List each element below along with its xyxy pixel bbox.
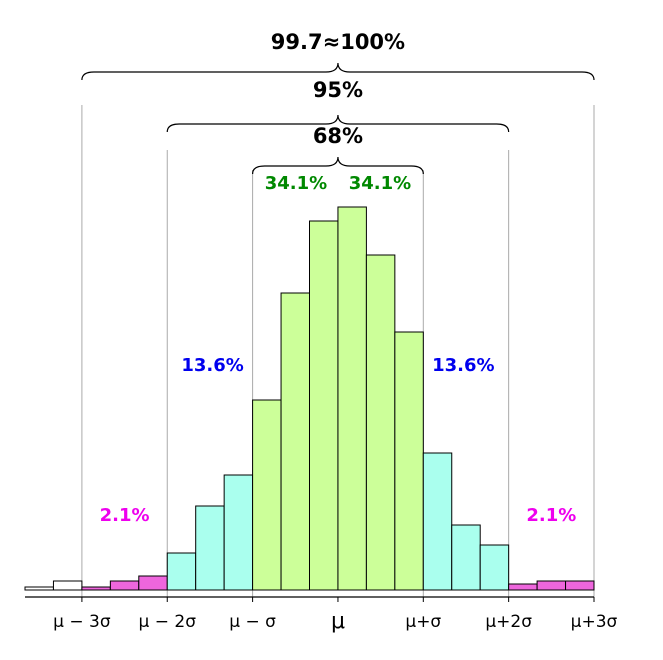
- bar: [451, 524, 481, 591]
- region-label: 13.6%: [432, 355, 494, 376]
- x-tick-label: μ − σ: [229, 612, 276, 632]
- bar: [422, 452, 453, 591]
- brace-label: 95%: [313, 78, 363, 102]
- bar: [109, 580, 140, 591]
- bar: [166, 552, 197, 591]
- bar: [309, 220, 339, 591]
- bar: [24, 586, 54, 591]
- bar: [337, 206, 367, 591]
- bar: [536, 580, 567, 591]
- x-tick-label: μ − 2σ: [139, 612, 197, 632]
- x-tick-label: μ: [331, 609, 345, 634]
- bar: [223, 474, 254, 591]
- bar: [280, 292, 310, 591]
- brace-label: 99.7≈100%: [271, 30, 405, 54]
- x-tick-label: μ+2σ: [485, 612, 532, 632]
- x-tick-label: μ+σ: [405, 612, 441, 632]
- bar: [52, 580, 83, 591]
- brace: [252, 156, 424, 175]
- bar: [365, 254, 396, 591]
- x-tick-label: μ+3σ: [571, 612, 618, 632]
- bar: [138, 575, 168, 591]
- region-label: 2.1%: [100, 505, 150, 526]
- region-label: 2.1%: [526, 505, 576, 526]
- x-tick-label: μ − 3σ: [53, 612, 111, 632]
- bar: [479, 544, 510, 591]
- brace-label: 68%: [313, 124, 363, 148]
- brace: [81, 62, 595, 81]
- bar: [195, 505, 225, 591]
- bar: [252, 399, 282, 591]
- region-label: 34.1%: [349, 173, 411, 194]
- bar: [565, 580, 595, 591]
- bar: [508, 583, 538, 591]
- bar: [394, 331, 424, 591]
- region-label: 13.6%: [181, 355, 243, 376]
- region-label: 34.1%: [265, 173, 327, 194]
- brace: [166, 114, 510, 133]
- bar: [81, 586, 111, 591]
